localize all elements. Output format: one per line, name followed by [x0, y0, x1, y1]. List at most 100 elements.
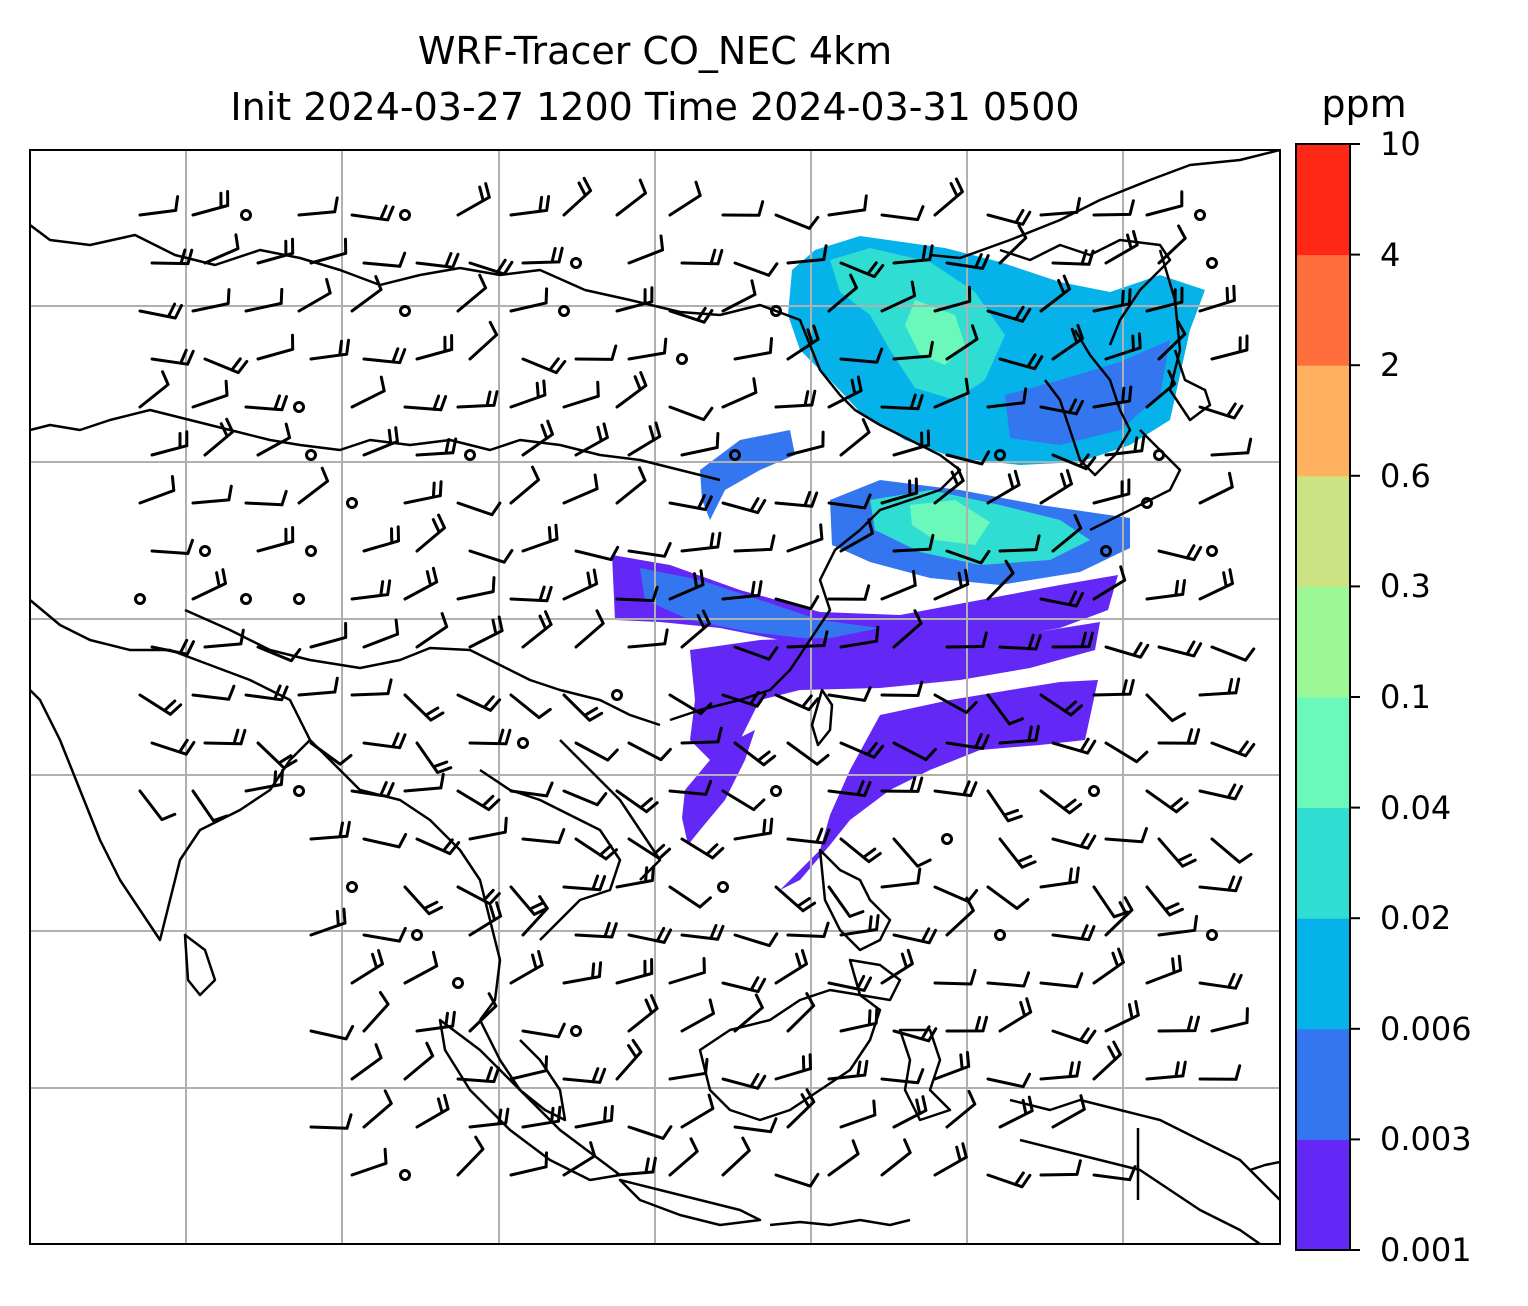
wind-barb [309, 1025, 355, 1041]
wind-barb [986, 885, 1030, 910]
wind-barb [403, 950, 439, 985]
wind-barb [297, 196, 339, 217]
wind-barb [998, 724, 1040, 745]
wind-barb [774, 693, 820, 712]
plume-mid-green [910, 500, 990, 545]
wind-barb [574, 422, 609, 457]
wind-barb [627, 337, 668, 361]
calm-wind-marker [1100, 545, 1112, 557]
wind-barb [456, 390, 499, 409]
wind-barb [733, 337, 773, 361]
wind-barb [615, 466, 647, 505]
wind-barb [468, 320, 499, 361]
wind-barb [892, 244, 934, 265]
wind-barb [827, 885, 865, 918]
wind-barb [468, 728, 512, 746]
wind-barb [1051, 249, 1095, 266]
wind-barb [1210, 334, 1249, 361]
wind-barb [627, 234, 665, 265]
wind-barb [786, 630, 829, 649]
wind-barb [468, 992, 498, 1033]
wind-barb [892, 609, 923, 649]
wind-barb [574, 609, 605, 649]
wind-barb [509, 950, 544, 985]
wind-barb [1157, 1015, 1200, 1033]
wind-barb [1039, 1159, 1082, 1177]
colorbar-swatch [1296, 365, 1350, 477]
calm-wind-marker [570, 257, 582, 269]
wind-barb [1145, 369, 1177, 409]
colorbar-ticks [1350, 143, 1360, 1251]
wind-barb [733, 741, 777, 767]
wind-barb [1145, 885, 1184, 917]
wind-barb [191, 789, 229, 823]
wind-barb [668, 405, 714, 422]
wind-barb [403, 566, 439, 601]
wind-barb [839, 625, 880, 649]
wind-barb [562, 473, 599, 505]
wind-barb [362, 732, 407, 750]
wind-barb [574, 921, 618, 939]
wind-barb [1198, 875, 1243, 893]
calm-wind-marker [611, 689, 623, 701]
wind-barb [468, 901, 503, 937]
wind-barb [774, 595, 820, 611]
wind-barb [456, 1135, 485, 1177]
calm-wind-marker [452, 977, 464, 989]
calm-wind-marker [994, 929, 1006, 941]
wind-barb [203, 728, 247, 746]
wind-barb [1145, 954, 1183, 985]
wind-barb [880, 1068, 925, 1085]
wind-barbs [134, 176, 1256, 1189]
wind-barb [892, 1025, 938, 1043]
wind-barb [721, 279, 757, 313]
wind-barb [774, 949, 808, 985]
wind-barb [191, 684, 236, 701]
wind-barb [574, 741, 619, 762]
colorbar-unit-label: ppm [1321, 82, 1407, 126]
wind-barb [786, 741, 830, 766]
wind-barb [1051, 1094, 1086, 1129]
wind-barb [362, 618, 400, 649]
wind-barb [403, 693, 445, 722]
wind-barb [456, 576, 496, 601]
wind-barb [786, 992, 816, 1033]
wind-barb [945, 450, 991, 466]
colorbar-swatch [1296, 697, 1350, 809]
wind-barb [562, 1067, 607, 1084]
wind-barb [721, 789, 766, 812]
wind-barb [138, 789, 177, 822]
wind-barb [774, 885, 817, 913]
wind-barb [1157, 320, 1187, 361]
wind-barb [1092, 1165, 1137, 1182]
wind-barb [150, 248, 194, 266]
wind-barb [680, 998, 715, 1033]
wind-barb [880, 280, 917, 313]
wind-barb [786, 921, 830, 938]
wind-barb [986, 305, 1032, 323]
wind-barb [297, 278, 332, 313]
wind-barb [627, 628, 669, 649]
wind-barb [892, 927, 938, 945]
wind-barb [415, 252, 460, 269]
wind-barb [615, 865, 655, 889]
wind-barb [362, 426, 399, 457]
wind-barb [933, 1142, 968, 1177]
calm-wind-marker [293, 593, 305, 605]
wind-barb [1145, 190, 1184, 217]
colorbar-swatch [1296, 254, 1350, 366]
wind-barb [839, 1099, 877, 1129]
wind-barb [733, 1117, 778, 1134]
wind-barb [721, 580, 763, 601]
calm-wind-marker [346, 497, 358, 509]
wind-barb [1039, 972, 1084, 989]
wind-barb [880, 680, 924, 697]
wind-barb [574, 1104, 614, 1129]
wind-barb [362, 1089, 393, 1129]
wind-barb [733, 817, 774, 841]
colorbar-swatch [1296, 1028, 1350, 1140]
wind-barb [521, 357, 567, 375]
wind-barb [786, 244, 828, 265]
wind-barb [668, 180, 702, 217]
wind-barb [562, 568, 599, 601]
